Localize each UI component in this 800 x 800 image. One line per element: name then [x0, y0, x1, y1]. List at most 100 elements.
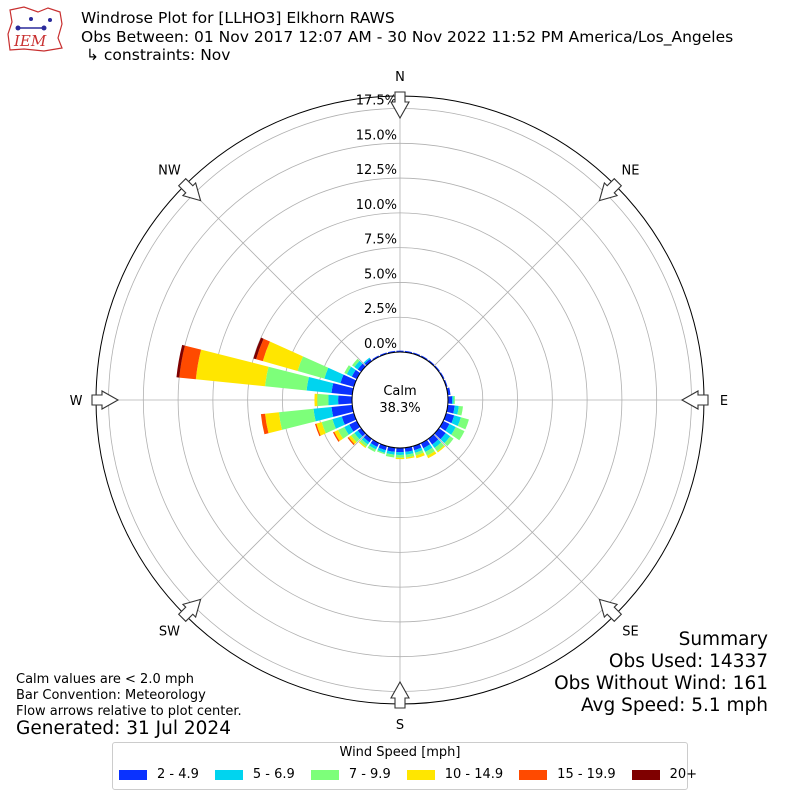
- legend-label: 7 - 9.9: [348, 767, 391, 782]
- radial-tick-label: 10.0%: [356, 198, 397, 213]
- grid-spoke: [433, 184, 616, 367]
- wind-bar-segment: [176, 344, 185, 378]
- direction-label-w: W: [70, 394, 83, 409]
- wind-bar-segment: [405, 453, 415, 458]
- grid-spoke: [184, 184, 367, 367]
- wind-bar-segment: [395, 457, 405, 460]
- wind-bar-segment: [334, 429, 344, 442]
- flow-arrow-n: [390, 91, 410, 120]
- wind-bar-segment: [414, 450, 424, 456]
- summary-obs-without-wind: Obs Without Wind: 161: [554, 673, 768, 694]
- wind-bar-segment: [363, 434, 372, 443]
- wind-bar-segment: [428, 359, 435, 366]
- wind-bar-segment: [340, 374, 357, 387]
- wind-bar-segment: [405, 450, 414, 455]
- wind-bar-segment: [278, 408, 316, 430]
- legend-label: 20+: [669, 767, 698, 782]
- wind-bar-segment: [195, 349, 269, 387]
- direction-label-sw: SW: [159, 625, 180, 640]
- legend-label: 5 - 6.9: [252, 767, 295, 782]
- flow-arrows: [91, 91, 709, 709]
- legend-item: 15 - 19.9: [519, 767, 616, 782]
- wind-bar-segment: [457, 405, 463, 416]
- radial-tick-label: 5.0%: [364, 267, 397, 282]
- legend-swatch: [406, 769, 435, 780]
- wind-bar-segment: [351, 369, 361, 380]
- flow-arrow-nw: [177, 177, 202, 202]
- wind-bar-segment: [316, 422, 326, 436]
- flow-arrow-e: [680, 390, 709, 410]
- wind-bar-segment: [262, 341, 303, 372]
- legend-item: 20+: [631, 767, 698, 782]
- wind-bar-segment: [432, 439, 442, 448]
- wind-bar-segment: [443, 413, 455, 424]
- chart-subtitle-period: Obs Between: 01 Nov 2017 12:07 AM - 30 N…: [81, 28, 734, 46]
- flow-arrow-s: [390, 680, 410, 709]
- legend-item: 7 - 9.9: [310, 767, 391, 782]
- radial-tick-label: 15.0%: [356, 128, 397, 143]
- generated-date: Generated: 31 Jul 2024: [16, 718, 231, 739]
- wind-bar-segment: [338, 395, 353, 405]
- legend-swatch: [631, 769, 660, 780]
- direction-label-ne: NE: [622, 163, 640, 178]
- note-calm-definition: Calm values are < 2.0 mph: [16, 672, 195, 687]
- wind-bar-segment: [321, 419, 336, 434]
- wind-bar-segment: [344, 365, 352, 375]
- legend: Wind Speed [mph] 2 - 4.9 5 - 6.9 7 - 9.9 10…: [112, 742, 697, 790]
- wind-bar-segment: [453, 395, 455, 405]
- wind-bar-segment: [370, 439, 380, 447]
- direction-label-n: N: [395, 70, 405, 85]
- wind-bar-segment: [423, 444, 433, 452]
- wind-bar-segment: [354, 360, 363, 370]
- legend-swatch: [519, 769, 548, 780]
- wind-bar-segment: [346, 366, 356, 377]
- wind-bar-segment: [313, 406, 334, 422]
- wind-bar-segment: [377, 447, 386, 453]
- wind-bar-segment: [332, 431, 340, 442]
- wind-bar-segment: [426, 451, 437, 459]
- radial-tick-label: 2.5%: [364, 302, 397, 317]
- legend-swatch: [310, 769, 339, 780]
- legend-swatch: [119, 769, 147, 780]
- legend-item: 2 - 4.9: [119, 767, 199, 782]
- wind-bar-segment: [396, 447, 404, 453]
- wind-bar-segment: [324, 367, 344, 384]
- wind-bar-segment: [350, 432, 360, 443]
- wind-bar-segment: [395, 452, 405, 455]
- wind-bar-segment: [179, 345, 202, 380]
- direction-label-e: E: [720, 394, 728, 409]
- wind-bar-segment: [265, 366, 309, 391]
- summary-heading: Summary: [678, 629, 768, 650]
- wind-bar-segment: [413, 443, 422, 451]
- wind-bar-segment: [253, 337, 264, 360]
- wind-bar-segment: [357, 428, 366, 437]
- wind-bar-segment: [297, 356, 329, 379]
- summary-avg-speed: Avg Speed: 5.1 mph: [580, 695, 768, 716]
- wind-bar-segment: [328, 394, 339, 406]
- calm-circle: Calm 38.3%: [351, 351, 449, 449]
- wind-bar-segment: [434, 365, 441, 372]
- wind-bar-segment: [361, 437, 370, 445]
- wind-bar-segment: [357, 363, 366, 372]
- wind-bar-segment: [260, 413, 269, 435]
- legend-item: 5 - 6.9: [214, 767, 295, 782]
- wind-bar-segment: [344, 424, 354, 435]
- wind-bar-segment: [457, 417, 469, 430]
- legend-label: 10 - 14.9: [444, 767, 504, 782]
- wind-bar-segment: [451, 426, 465, 441]
- legend-item: 10 - 14.9: [406, 767, 504, 782]
- grid-spoke: [433, 433, 616, 616]
- wind-bar-segment: [386, 450, 395, 455]
- wind-bar-segment: [434, 442, 445, 452]
- note-flow-arrows: Flow arrows relative to plot center.: [16, 704, 242, 719]
- wind-bar-segment: [265, 412, 282, 434]
- wind-bar-segment: [369, 443, 378, 450]
- wind-bar-segment: [306, 376, 334, 394]
- radial-tick-label: 12.5%: [356, 163, 397, 178]
- flow-arrow-sw: [177, 598, 202, 623]
- wind-bar-segment: [446, 404, 455, 414]
- legend-title: Wind Speed [mph]: [339, 745, 461, 760]
- chart-subtitle-constraints: ↳ constraints: Nov: [86, 46, 231, 64]
- wind-bar-segment: [331, 404, 354, 417]
